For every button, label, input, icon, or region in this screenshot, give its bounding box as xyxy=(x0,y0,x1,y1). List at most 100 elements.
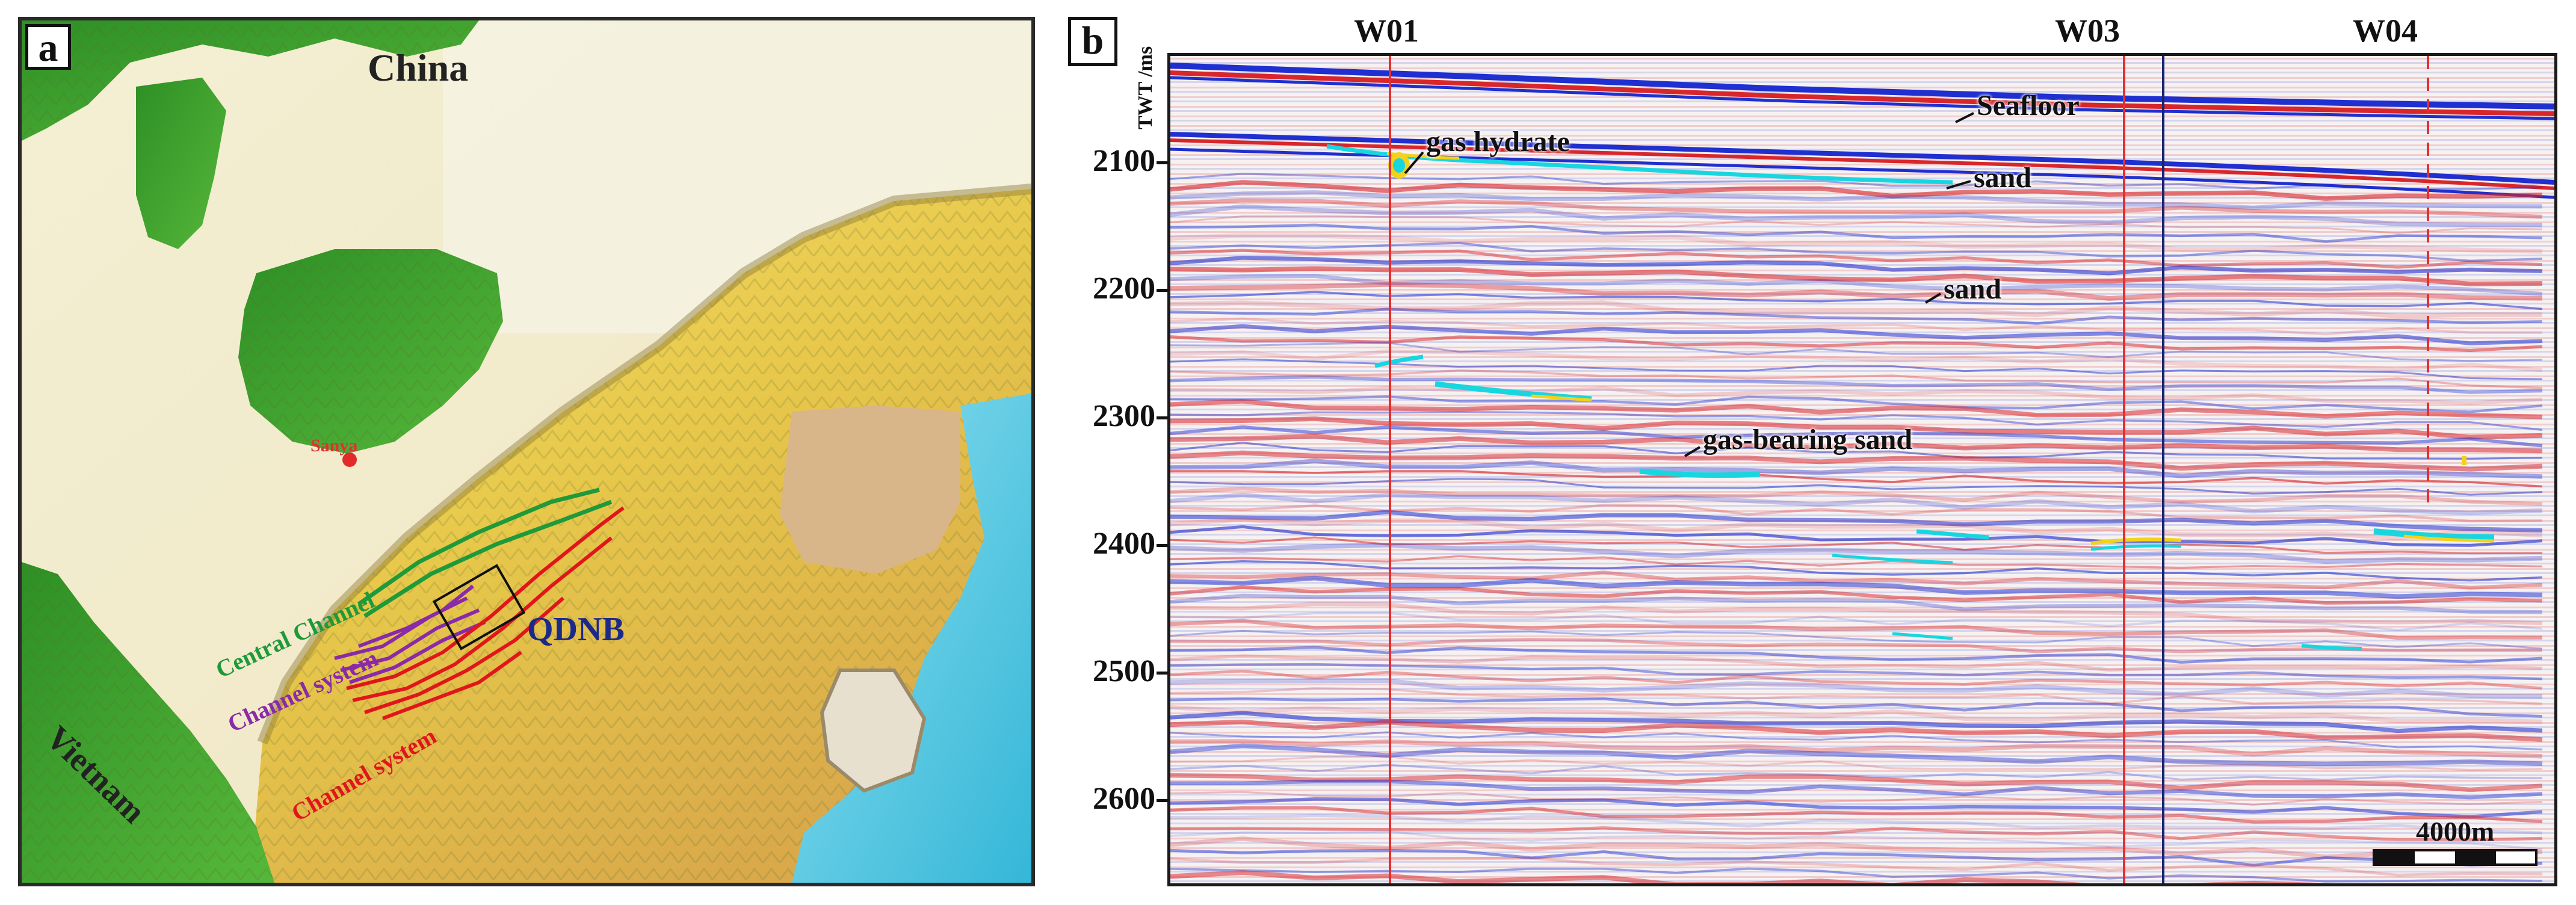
seismic-reflector xyxy=(1170,856,2543,877)
seismic-reflector xyxy=(1170,867,2543,883)
seismic-reflector xyxy=(1170,830,2543,851)
gas-hydrate-label: gas hydrate xyxy=(1426,126,1570,158)
seismic-reflector xyxy=(1170,399,2543,419)
qdnb-label: QDNB xyxy=(527,611,625,648)
tick-label-2300: 2300 xyxy=(1093,399,1155,433)
china-label: China xyxy=(368,46,469,89)
seismic-reflector xyxy=(1170,848,2543,867)
seismic-reflector xyxy=(1170,478,2543,496)
seismic-reflector xyxy=(1170,806,2543,824)
seismic-reflector xyxy=(1170,602,2543,625)
well-label-w01: W01 xyxy=(1354,13,1419,49)
seismic-reflector xyxy=(1170,291,2543,310)
sand-lower-label: sand xyxy=(1944,273,2002,305)
seismic-reflector xyxy=(1170,629,2543,650)
seismic-reflector xyxy=(1170,543,2543,564)
reflector-group xyxy=(1170,63,2554,883)
horizon-reflector xyxy=(1170,132,2554,185)
well-label-w03: W03 xyxy=(2055,13,2120,49)
seismic-reflector xyxy=(1170,416,2543,440)
seismic-reflector xyxy=(1170,560,2543,582)
seismic-reflector xyxy=(1170,410,2543,431)
sand-upper-label: sand xyxy=(1974,162,2032,194)
seismic-reflector xyxy=(1170,646,2543,664)
seismic-reflector xyxy=(1170,335,2543,353)
seismic-reflector xyxy=(1170,779,2543,800)
panel-b-letter: b xyxy=(1068,17,1117,66)
seismic-reflector xyxy=(1170,375,2543,394)
seismic-reflector xyxy=(1170,190,2543,210)
seismic-reflector xyxy=(1170,575,2543,599)
seismic-reflector xyxy=(1170,342,2543,362)
seismic-reflector xyxy=(1170,719,2543,743)
seismic-reflector xyxy=(1170,739,2543,759)
seismic-reflector xyxy=(1170,442,2543,460)
seismic-reflector xyxy=(1170,180,2543,201)
seismic-reflector xyxy=(1170,755,2543,771)
seismic-reflector xyxy=(1170,223,2543,243)
seismic-reflector xyxy=(1170,274,2543,296)
seismic-reflector xyxy=(1170,459,2543,479)
seismic-reflector xyxy=(1170,678,2543,699)
seismic-reflector xyxy=(1170,492,2543,515)
sanya-marker xyxy=(342,452,357,467)
seismic-reflector xyxy=(1170,282,2543,301)
seismic-reflector xyxy=(1170,395,2543,413)
seismic-reflector xyxy=(1170,791,2543,806)
seismic-reflector xyxy=(1170,611,2543,632)
seismic-reflector xyxy=(1170,215,2543,234)
seismic-reflector xyxy=(1170,593,2543,614)
tick-mark xyxy=(1157,799,1167,802)
seismic-reflector xyxy=(1170,654,2543,672)
seismic-reflector xyxy=(1170,525,2543,547)
seismic-reflector xyxy=(1170,585,2543,605)
seismic-reflector xyxy=(1170,349,2543,372)
seismic-reflector xyxy=(1170,797,2543,819)
seismic-reflector xyxy=(1170,743,2543,767)
seismic-reflector xyxy=(1170,826,2543,842)
seismic-reflector xyxy=(1170,307,2543,325)
seismic-reflector xyxy=(1170,510,2543,533)
tick-label-2600: 2600 xyxy=(1093,782,1155,816)
tick-label-2400: 2400 xyxy=(1093,527,1155,561)
seismic-reflector xyxy=(1170,204,2543,227)
plateau xyxy=(780,406,960,574)
seamount xyxy=(820,669,927,793)
seismic-reflector xyxy=(1170,369,2543,389)
gas-hydrate-patches xyxy=(1326,144,2495,650)
seismic-reflector xyxy=(1170,434,2543,454)
seismic-reflector xyxy=(1170,570,2543,590)
well-label-w04: W04 xyxy=(2353,13,2418,49)
scale-bar xyxy=(2373,849,2537,866)
study-area-box xyxy=(432,564,526,650)
bathymetry-map xyxy=(22,20,1031,883)
seafloor-reflector xyxy=(1170,63,2554,110)
central-channel-lines xyxy=(357,487,613,618)
tick-mark xyxy=(1157,289,1167,292)
horizon-reflector xyxy=(1170,138,2554,190)
seismic-reflector xyxy=(1170,687,2543,705)
y-axis-title: TWT /ms xyxy=(1134,46,1157,129)
seismic-reflector xyxy=(1170,504,2543,523)
panel-a-letter: a xyxy=(25,24,71,70)
seismic-reflector xyxy=(1170,697,2543,718)
seismic-reflector xyxy=(1170,324,2543,345)
seismic-reflector xyxy=(1170,486,2543,506)
map-panel: a China Vietnam Sanya QDNB Central Chann… xyxy=(18,17,1035,886)
seismic-reflector xyxy=(1170,450,2543,472)
seismic-reflector xyxy=(1170,619,2543,640)
seafloor-reflector xyxy=(1170,70,2554,116)
seafloor-label: Seafloor xyxy=(1977,90,2080,122)
seismic-reflector xyxy=(1170,731,2543,751)
seismic-section: Seafloor gas hydrate sand sand gas-beari… xyxy=(1167,53,2557,886)
seismic-reflector xyxy=(1170,470,2543,488)
seismic-reflector xyxy=(1170,517,2543,540)
tick-mark xyxy=(1157,416,1167,419)
seismic-reflector xyxy=(1170,764,2543,781)
seismic-reflector xyxy=(1170,669,2543,690)
tick-mark xyxy=(1157,161,1167,164)
seismic-reflector xyxy=(1170,198,2543,219)
seafloor-reflector xyxy=(1170,76,2554,120)
tick-mark xyxy=(1157,672,1167,675)
purple-channel-lines xyxy=(334,584,486,684)
